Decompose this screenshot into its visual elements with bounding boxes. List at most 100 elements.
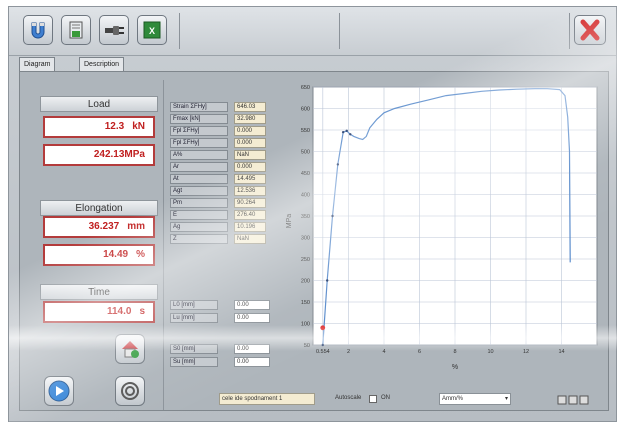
marker-point xyxy=(320,325,326,331)
y-axis-label: MPa xyxy=(286,214,293,229)
y-tick-label: 450 xyxy=(301,171,310,177)
svg-text:X: X xyxy=(149,26,155,36)
house-icon xyxy=(122,341,139,358)
param-value: 10.196 xyxy=(234,222,266,232)
series-line xyxy=(322,88,571,346)
x-tick-label: 6 xyxy=(418,349,421,355)
export-excel-button[interactable]: X xyxy=(137,15,167,45)
grid-layer xyxy=(313,86,597,346)
save-button[interactable] xyxy=(61,15,91,45)
y-tick-label: 350 xyxy=(301,214,310,220)
data-point xyxy=(326,279,329,282)
tab-description[interactable]: Description xyxy=(79,57,125,71)
elongation-mm-unit: mm xyxy=(127,221,145,232)
param-value: NaN xyxy=(234,150,266,160)
connect-button[interactable] xyxy=(99,15,129,45)
document-save-icon xyxy=(69,21,83,39)
y-tick-label: 300 xyxy=(301,236,310,242)
geometry-name: Lu [mm] xyxy=(170,313,218,323)
param-value: NaN xyxy=(234,234,266,244)
start-button[interactable] xyxy=(44,376,74,406)
y-tick-label: 500 xyxy=(301,150,310,156)
home-button[interactable] xyxy=(115,334,145,364)
param-value: 32.980 xyxy=(234,114,266,124)
units-select-value: Amm/% xyxy=(442,396,463,402)
x-tick-label: 8 xyxy=(453,349,456,355)
geometry-name: S0 [mm] xyxy=(170,344,218,354)
x-tick-label: 10 xyxy=(487,349,493,355)
x-tick-label: 0.554 xyxy=(316,349,330,355)
param-value: 646.03 xyxy=(234,102,266,112)
toolbar-separator xyxy=(569,13,570,49)
load-stress-display: 242.13MPa xyxy=(43,144,155,166)
close-icon xyxy=(580,19,600,41)
magnet-icon-button[interactable] xyxy=(23,15,53,45)
data-point xyxy=(331,214,334,218)
x-tick-label: 12 xyxy=(523,349,529,355)
y-tick-label: 100 xyxy=(301,322,310,328)
geometry-input[interactable]: 0.00 xyxy=(234,313,270,323)
param-value: 90.264 xyxy=(234,198,266,208)
chart-svg: 50 100 150 200 250 300 350 400 450 500 550 600 650 0.… xyxy=(281,81,601,373)
y-tick-label: 200 xyxy=(301,279,310,285)
y-tick-label: 400 xyxy=(301,193,310,199)
time-display: 114.0 s xyxy=(43,301,155,323)
data-point xyxy=(321,343,324,347)
plug-icon xyxy=(105,26,124,35)
elongation-mm-value: 36.237 xyxy=(88,221,120,232)
x-tick-label: 2 xyxy=(347,349,350,355)
panel-divider xyxy=(163,80,164,410)
load-label: Load xyxy=(40,96,158,112)
elongation-label: Elongation xyxy=(40,200,158,216)
magnet-icon xyxy=(31,22,45,39)
x-tick-label: 4 xyxy=(382,349,385,355)
zoom-controls[interactable] xyxy=(557,393,597,405)
x-axis-label: % xyxy=(452,364,458,371)
close-button[interactable] xyxy=(574,15,606,45)
settings-button[interactable] xyxy=(115,376,145,406)
units-select[interactable]: Amm/% ▾ xyxy=(439,393,511,405)
param-name: Agt xyxy=(170,186,228,196)
toolbar: X xyxy=(9,7,616,56)
autoscale-state: ON xyxy=(381,395,390,401)
elongation-pct-unit: % xyxy=(136,249,145,260)
autoscale-checkbox[interactable] xyxy=(369,395,377,403)
param-name: Strain ΣFHy] xyxy=(170,102,228,112)
time-unit: s xyxy=(139,306,145,317)
param-name: Z xyxy=(170,234,228,244)
geometry-name: L0 [mm] xyxy=(170,300,218,310)
data-point xyxy=(341,130,345,134)
tab-diagram[interactable]: Diagram xyxy=(19,57,56,71)
elongation-pct-display: 14.49% xyxy=(43,244,155,266)
elongation-mm-display: 36.237 mm xyxy=(43,216,155,238)
param-value: 0.000 xyxy=(234,126,266,136)
load-force-value: 12.3 xyxy=(104,121,125,132)
toolbar-separator xyxy=(179,13,180,49)
param-value: 12.536 xyxy=(234,186,266,196)
geometry-input[interactable]: 0.00 xyxy=(234,357,270,367)
param-name: At xyxy=(170,174,228,184)
param-name: Fmax [kN] xyxy=(170,114,228,124)
load-stress-value: 242.13MPa xyxy=(93,149,145,160)
time-label: Time xyxy=(40,284,158,300)
param-name: Fpl ΣFHy] xyxy=(170,138,228,148)
zoom-icons xyxy=(557,395,589,405)
param-name: A% xyxy=(170,150,228,160)
geometry-input[interactable]: 0.00 xyxy=(234,344,270,354)
elongation-pct-value: 14.49 xyxy=(103,249,129,260)
stress-strain-chart: 50 100 150 200 250 300 350 400 450 500 550 600 650 0.… xyxy=(281,81,601,373)
file-name-field: cele ide spodnament 1 xyxy=(219,393,315,405)
geometry-name: Su [mm] xyxy=(170,357,218,367)
load-force-unit: kN xyxy=(132,121,145,132)
param-value: 14.495 xyxy=(234,174,266,184)
param-name: E xyxy=(170,210,228,220)
autoscale-label: Autoscale xyxy=(335,395,362,401)
data-point xyxy=(349,133,352,136)
y-tick-label: 650 xyxy=(301,85,310,91)
param-name: Ag xyxy=(170,222,228,232)
geometry-input[interactable]: 0.00 xyxy=(234,300,270,310)
time-value: 114.0 xyxy=(106,306,132,317)
data-point xyxy=(345,129,348,133)
status-bar: cele ide spodnament 1 Autoscale ON Amm/%… xyxy=(9,389,616,409)
y-tick-label: 600 xyxy=(301,107,310,113)
